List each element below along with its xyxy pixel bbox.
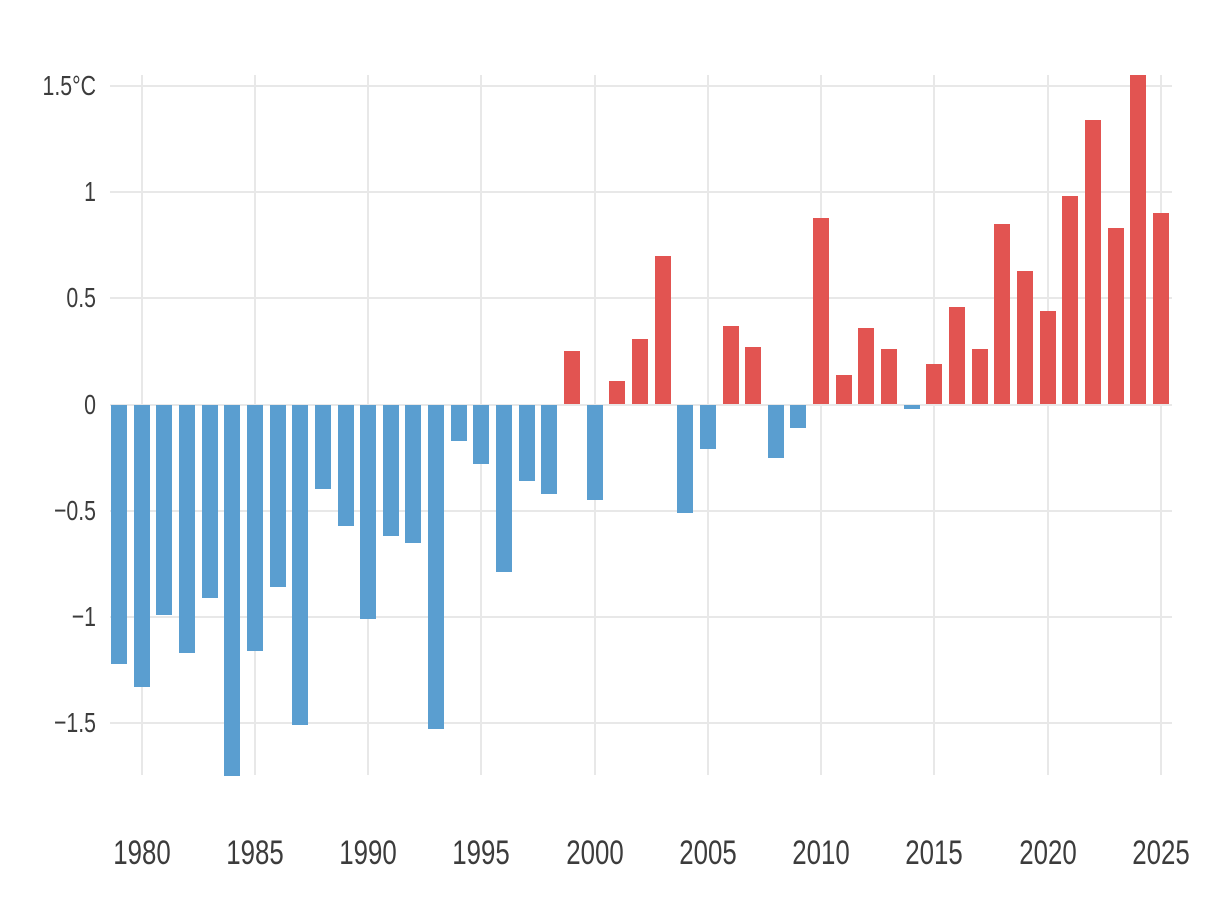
x-axis-label: 2005 bbox=[679, 834, 737, 872]
bar-1996 bbox=[496, 405, 513, 573]
bar-1981 bbox=[156, 405, 173, 615]
x-axis-label: 1990 bbox=[339, 834, 397, 872]
x-axis-label: 2020 bbox=[1018, 834, 1077, 872]
bar-2022 bbox=[1084, 119, 1101, 404]
y-axis-label: 0 bbox=[84, 388, 96, 420]
bar-2016 bbox=[948, 306, 965, 404]
bar-2021 bbox=[1062, 196, 1079, 404]
y-axis-label: −1.5 bbox=[53, 707, 96, 739]
bar-1979 bbox=[111, 405, 128, 664]
gridline-vertical bbox=[1046, 75, 1049, 775]
bar-2011 bbox=[835, 374, 852, 404]
bar-1984 bbox=[224, 405, 241, 777]
bar-1988 bbox=[314, 405, 331, 490]
bar-2013 bbox=[881, 349, 898, 404]
bar-1985 bbox=[246, 405, 263, 651]
bar-2009 bbox=[790, 405, 807, 428]
bar-2007 bbox=[745, 347, 762, 404]
bar-1982 bbox=[178, 405, 195, 653]
bar-2006 bbox=[722, 325, 739, 404]
y-axis-label: −0.5 bbox=[53, 494, 96, 526]
bar-2001 bbox=[609, 381, 626, 404]
gridline-horizontal bbox=[110, 403, 1172, 406]
bar-2000 bbox=[586, 405, 603, 501]
bar-1992 bbox=[405, 405, 422, 543]
bar-1989 bbox=[337, 405, 354, 526]
bar-1991 bbox=[382, 405, 399, 537]
x-axis-label: 2010 bbox=[792, 834, 850, 872]
bar-1997 bbox=[518, 405, 535, 481]
y-axis-label: 1 bbox=[84, 176, 96, 208]
gridline-horizontal bbox=[110, 509, 1172, 512]
bar-2023 bbox=[1107, 228, 1124, 404]
bar-1983 bbox=[201, 405, 218, 598]
bar-2005 bbox=[699, 405, 716, 450]
bar-2025 bbox=[1152, 213, 1169, 404]
bar-2018 bbox=[994, 223, 1011, 404]
x-axis-label: 2000 bbox=[565, 834, 624, 872]
gridline-horizontal bbox=[110, 191, 1172, 194]
bar-2010 bbox=[813, 217, 830, 404]
y-axis-label: 1.5°C bbox=[42, 69, 96, 101]
bar-2019 bbox=[1016, 270, 1033, 404]
bar-2024 bbox=[1130, 75, 1147, 404]
x-axis-label: 1985 bbox=[226, 834, 284, 872]
gridline-horizontal bbox=[110, 722, 1172, 725]
x-axis-label: 1980 bbox=[112, 834, 171, 872]
gridline-horizontal bbox=[110, 615, 1172, 618]
bar-1993 bbox=[428, 405, 445, 730]
x-axis-label: 1995 bbox=[452, 834, 511, 872]
x-axis-label: 2015 bbox=[905, 834, 964, 872]
y-axis-label: −1 bbox=[71, 600, 96, 632]
gridline-vertical bbox=[820, 75, 823, 775]
bar-2020 bbox=[1039, 311, 1056, 404]
bar-1990 bbox=[360, 405, 377, 620]
bar-1994 bbox=[450, 405, 467, 441]
y-axis-label: 0.5 bbox=[66, 282, 96, 314]
bar-2012 bbox=[858, 328, 875, 404]
bar-1995 bbox=[473, 405, 490, 464]
x-axis-label: 2025 bbox=[1132, 834, 1190, 872]
bar-1999 bbox=[563, 351, 580, 404]
bar-1986 bbox=[269, 405, 286, 588]
gridline-horizontal bbox=[110, 84, 1172, 87]
bar-1987 bbox=[292, 405, 309, 726]
bar-2017 bbox=[971, 349, 988, 404]
bar-2015 bbox=[926, 364, 943, 404]
bar-2004 bbox=[677, 405, 694, 513]
bar-2014 bbox=[903, 405, 920, 409]
bar-2002 bbox=[631, 338, 648, 404]
gridline-vertical bbox=[933, 75, 936, 775]
bar-1998 bbox=[541, 405, 558, 494]
bar-1980 bbox=[133, 405, 150, 687]
bar-2003 bbox=[654, 255, 671, 404]
gridline-vertical bbox=[1159, 75, 1162, 775]
gridline-horizontal bbox=[110, 297, 1172, 300]
bar-2008 bbox=[767, 405, 784, 458]
